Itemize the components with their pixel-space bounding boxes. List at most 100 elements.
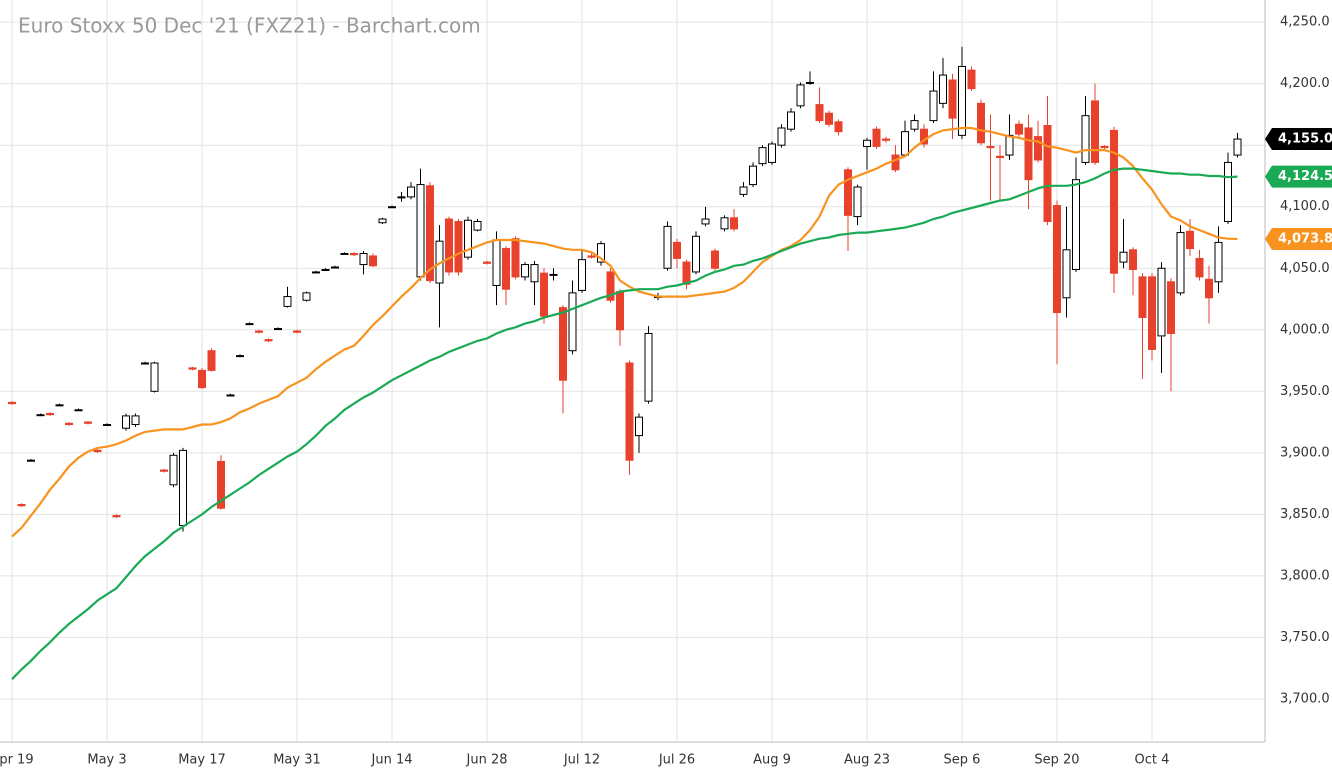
candle-body <box>606 271 615 301</box>
y-tick-label: 3,950.0 <box>1280 384 1330 399</box>
candle-body <box>1129 249 1137 270</box>
candle-body <box>673 241 681 259</box>
candle-body <box>27 459 35 462</box>
candle-body <box>1205 278 1213 299</box>
candle-body <box>701 218 710 225</box>
moving-average-line <box>11 167 1238 680</box>
candle-body <box>929 90 938 122</box>
candle-body <box>559 307 567 381</box>
candle-body <box>1024 127 1033 181</box>
candle-body <box>986 145 995 149</box>
y-tick-label: 3,900.0 <box>1280 445 1330 460</box>
candle-body <box>1005 134 1014 156</box>
candle-body <box>958 65 966 136</box>
chart-title: Euro Stoxx 50 Dec '21 (FXZ21) - Barchart… <box>18 14 481 38</box>
candle-body <box>597 243 605 263</box>
candle-body <box>844 169 852 216</box>
candle-body <box>483 261 491 264</box>
candle-body <box>530 264 539 283</box>
candle-body <box>454 220 463 273</box>
candle-body <box>340 252 349 255</box>
x-tick-label: Aug 9 <box>753 753 791 768</box>
candle-body <box>426 185 434 282</box>
candle-body <box>198 369 206 389</box>
candle-body <box>397 196 406 199</box>
candle-body <box>1015 123 1023 135</box>
candle-body <box>996 155 1004 159</box>
candle-body <box>901 131 909 156</box>
candle-body <box>1224 161 1232 222</box>
labels: 3,700.0 3,750.0 3,800.0 3,850.0 3,900.0 3,950… <box>0 15 1332 768</box>
x-tick-label: May 3 <box>87 753 126 768</box>
candle-body <box>141 362 149 365</box>
candle-body <box>445 218 453 273</box>
candle-body <box>1148 276 1156 350</box>
candle-body <box>331 266 339 269</box>
candle-body <box>920 128 928 145</box>
candle-body <box>416 184 425 278</box>
x-tick-label: Jun 14 <box>371 753 413 768</box>
candle-body <box>8 401 16 405</box>
candle-body <box>131 415 140 426</box>
candle-body <box>464 219 472 258</box>
candle-body <box>65 422 73 426</box>
y-tick-label: 3,750.0 <box>1280 630 1330 645</box>
candle-body <box>1100 145 1109 149</box>
candle-body <box>293 330 301 333</box>
x-tick-label: Aug 23 <box>844 753 890 768</box>
x-tick-label: Jul 26 <box>658 753 695 768</box>
candle-body <box>635 416 643 437</box>
candle-body <box>502 248 510 290</box>
candle-body <box>730 217 738 230</box>
candle-body <box>758 147 767 165</box>
candle-body <box>1233 138 1242 156</box>
candle-body <box>910 120 919 130</box>
price-tag <box>1265 128 1332 151</box>
candle-body <box>521 264 529 278</box>
candle-body <box>663 225 672 269</box>
y-tick-label: 4,050.0 <box>1280 261 1330 276</box>
x-tick-label: Apr 19 <box>0 753 34 768</box>
candle-body <box>188 367 197 370</box>
candle-body <box>264 339 273 342</box>
price-tag-label: 4,073.8 <box>1278 231 1332 246</box>
candle-body <box>245 323 254 326</box>
candle-body <box>388 206 396 209</box>
candle-body <box>226 394 235 397</box>
x-tick-label: Jun 28 <box>466 753 508 768</box>
candle-body <box>644 332 653 402</box>
candle-body <box>283 296 292 307</box>
candle-body <box>1081 115 1090 163</box>
candle-body <box>217 460 225 509</box>
candle-body <box>891 154 900 171</box>
candle-body <box>720 217 729 230</box>
y-tick-label: 4,000.0 <box>1280 322 1330 337</box>
candle-body <box>255 330 263 333</box>
candle-body <box>796 84 805 107</box>
x-tick-label: Sep 6 <box>944 753 981 768</box>
moving-average-line <box>11 126 1238 538</box>
candle-body <box>853 186 862 218</box>
candle-body <box>587 255 596 258</box>
candle-body <box>768 143 776 163</box>
price-tag <box>1265 227 1332 250</box>
y-tick-label: 3,800.0 <box>1280 568 1330 583</box>
candle-body <box>872 128 881 147</box>
candle-body <box>1043 125 1052 222</box>
candle-body <box>359 252 368 266</box>
candle-body <box>806 81 814 84</box>
candle-body <box>321 268 330 271</box>
candle-body <box>549 273 558 276</box>
candle-body <box>616 291 624 331</box>
candle-body <box>540 272 548 317</box>
candle-body <box>625 362 634 461</box>
candle-body <box>825 112 833 125</box>
candle-body <box>1195 257 1204 278</box>
candle-body <box>1176 232 1185 294</box>
candle-body <box>1138 276 1147 318</box>
candle-body <box>179 449 187 526</box>
x-tick-label: May 17 <box>178 753 226 768</box>
candle-body <box>1214 241 1223 283</box>
candle-body <box>863 139 871 147</box>
